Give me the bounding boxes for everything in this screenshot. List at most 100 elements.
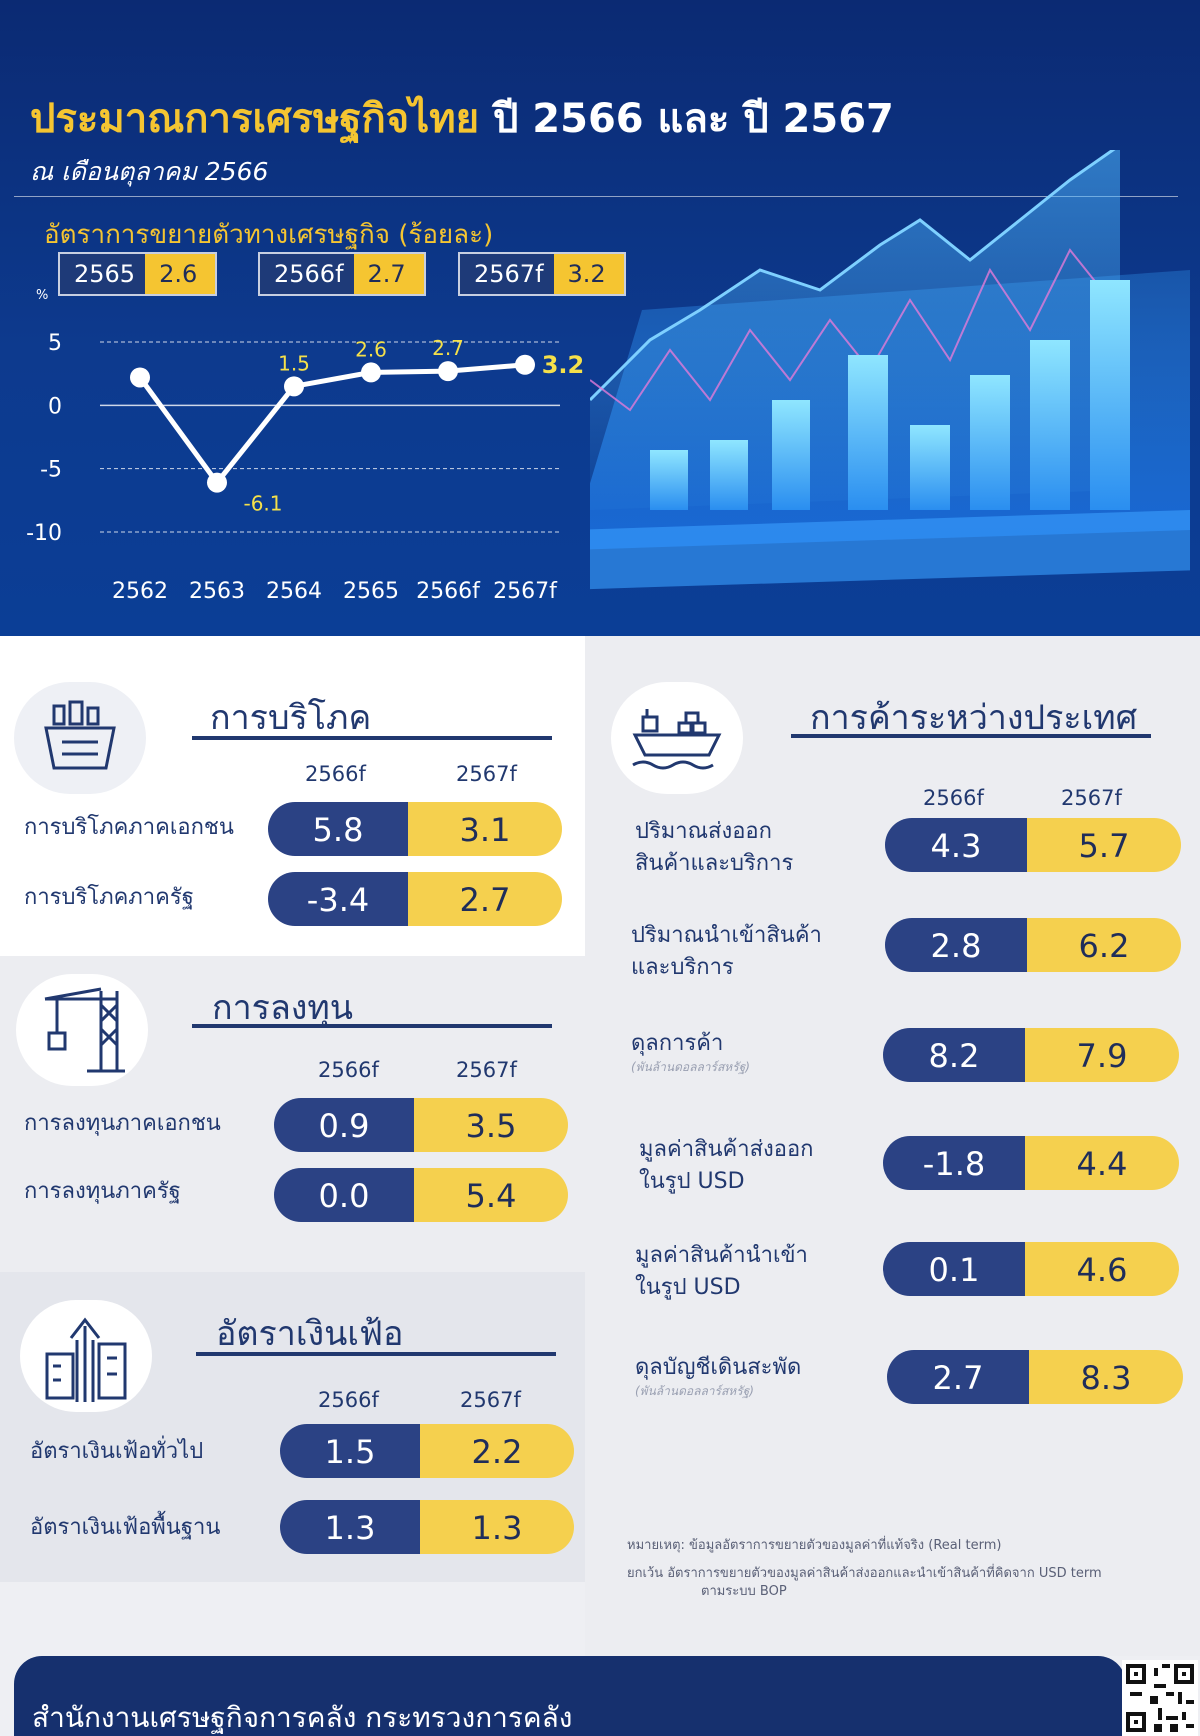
footnote-line2: ยกเว้น อัตราการขยายตัวของมูลค่าสินค้าส่ง… xyxy=(627,1566,1102,1581)
data-label: 3.2 xyxy=(542,351,585,379)
data-label: -6.1 xyxy=(243,492,282,516)
y-tick-label: -10 xyxy=(26,521,62,546)
data-point xyxy=(207,472,227,493)
x-tick-label: 2565 xyxy=(343,579,399,604)
illustration-bar xyxy=(650,450,688,510)
row-note: (พันล้านดอลลาร์สหรัฐ) xyxy=(631,1060,750,1074)
title-years: ปี 2566 และ ปี 2567 xyxy=(492,96,894,142)
illustration-bar xyxy=(772,400,810,510)
value-2566f: 0.9 xyxy=(274,1098,414,1152)
value-pill: 8.2 7.9 xyxy=(883,1028,1179,1082)
value-2567f: 2.2 xyxy=(420,1424,574,1478)
row-label-line2: ในรูป USD xyxy=(635,1275,741,1300)
row-label: ดุลบัญชีเดินสะพัด (พันล้านดอลลาร์สหรัฐ) xyxy=(635,1352,801,1398)
value-2567f: 7.9 xyxy=(1025,1028,1179,1082)
x-tick-label: 2562 xyxy=(112,579,168,604)
row-label: การลงทุนภาคเอกชน xyxy=(24,1111,221,1136)
value-pill: -1.8 4.4 xyxy=(883,1136,1179,1190)
footnote-line1: หมายเหตุ: ข้อมูลอัตราการขยายตัวของมูลค่า… xyxy=(627,1538,1002,1553)
growth-illustration xyxy=(590,150,1190,590)
qr-code-icon[interactable] xyxy=(1122,1660,1198,1736)
value-2567f: 4.6 xyxy=(1025,1242,1179,1296)
inflation-rule xyxy=(196,1352,556,1356)
data-label: 2.6 xyxy=(355,337,387,361)
buildings-arrow-icon xyxy=(20,1300,152,1412)
row-label-line2: ในรูป USD xyxy=(639,1169,745,1194)
value-2567f: 1.3 xyxy=(420,1500,574,1554)
chart-unit: % xyxy=(36,288,49,303)
value-2567f: 5.7 xyxy=(1027,818,1181,872)
value-pill: 1.3 1.3 xyxy=(280,1500,574,1554)
value-pill: 2.7 8.3 xyxy=(887,1350,1183,1404)
crane-icon xyxy=(16,974,148,1086)
value-2566f: 8.2 xyxy=(883,1028,1025,1082)
illustration-bar xyxy=(1090,280,1130,510)
trade-panel: การค้าระหว่างประเทศ 2566f 2567f ปริมาณส่… xyxy=(585,636,1200,1656)
data-point xyxy=(515,354,535,375)
value-2566f: -1.8 xyxy=(883,1136,1025,1190)
col-head-2566f: 2566f xyxy=(305,762,366,786)
growth-box-2565: 2565 2.6 xyxy=(58,252,218,296)
ship-icon xyxy=(611,682,743,794)
illustration-bar xyxy=(910,425,950,510)
inflation-title: อัตราเงินเฟ้อ xyxy=(216,1314,404,1354)
value-2567f: 6.2 xyxy=(1027,918,1181,972)
consumption-rule xyxy=(192,736,552,740)
left-bottom-filler xyxy=(0,1582,585,1656)
value-2566f: 2.8 xyxy=(885,918,1027,972)
illustration-bar xyxy=(1030,340,1070,510)
value-2566f: 5.8 xyxy=(268,802,408,856)
growth-box-2566f: 2566f 2.7 xyxy=(258,252,426,296)
row-label: การบริโภคภาคเอกชน xyxy=(24,815,234,840)
header-banner: ประมาณการเศรษฐกิจไทย ปี 2566 และ ปี 2567… xyxy=(0,0,1200,636)
data-point xyxy=(130,367,150,388)
page-subtitle: ณ เดือนตุลาคม 2566 xyxy=(30,157,269,186)
header-divider xyxy=(14,196,1178,197)
row-label-line1: ดุลการค้า xyxy=(631,1031,724,1056)
value-2567f: 5.4 xyxy=(414,1168,568,1222)
growth-box-year: 2567f xyxy=(460,254,554,294)
x-tick-label: 2564 xyxy=(266,579,322,604)
y-tick-label: -5 xyxy=(40,458,62,483)
value-pill: 0.1 4.6 xyxy=(883,1242,1179,1296)
row-label: ปริมาณนำเข้าสินค้า และบริการ xyxy=(631,920,822,984)
value-2566f: 0.1 xyxy=(883,1242,1025,1296)
col-head-2567f: 2567f xyxy=(1061,786,1122,810)
growth-box-2567f: 2567f 3.2 xyxy=(458,252,626,296)
value-2566f: 4.3 xyxy=(885,818,1027,872)
investment-panel: การลงทุน 2566f 2567f การลงทุนภาคเอกชน 0.… xyxy=(0,956,585,1272)
growth-box-value: 2.6 xyxy=(145,254,216,294)
value-pill: 5.8 3.1 xyxy=(268,802,562,856)
row-label-line1: มูลค่าสินค้าส่งออก xyxy=(639,1137,814,1162)
title-main: ประมาณการเศรษฐกิจไทย xyxy=(30,96,480,142)
value-2566f: 1.3 xyxy=(280,1500,420,1554)
trade-title: การค้าระหว่างประเทศ xyxy=(810,698,1138,738)
value-2566f: 1.5 xyxy=(280,1424,420,1478)
growth-box-value: 2.7 xyxy=(353,254,424,294)
x-tick-label: 2563 xyxy=(189,579,245,604)
consumption-title: การบริโภค xyxy=(210,698,372,738)
col-head-2567f: 2567f xyxy=(456,1058,517,1082)
row-label-line1: มูลค่าสินค้านำเข้า xyxy=(635,1243,808,1268)
x-tick-label: 2567f xyxy=(493,579,558,604)
value-2566f: 2.7 xyxy=(887,1350,1029,1404)
row-note: (พันล้านดอลลาร์สหรัฐ) xyxy=(635,1384,754,1398)
row-label: มูลค่าสินค้าส่งออก ในรูป USD xyxy=(639,1134,814,1198)
row-label-line1: ปริมาณส่งออก xyxy=(635,819,772,844)
row-label: ปริมาณส่งออก สินค้าและบริการ xyxy=(635,816,793,880)
growth-box-year: 2566f xyxy=(260,254,354,294)
data-label: 1.5 xyxy=(278,351,310,375)
row-label-line1: ปริมาณนำเข้าสินค้า xyxy=(631,923,822,948)
value-2567f: 3.1 xyxy=(408,802,562,856)
investment-title: การลงทุน xyxy=(212,988,354,1028)
trade-rule xyxy=(791,734,1151,738)
growth-box-year: 2565 xyxy=(60,254,146,294)
row-label: อัตราเงินเฟ้อพื้นฐาน xyxy=(30,1515,221,1540)
value-2567f: 2.7 xyxy=(408,872,562,926)
value-2567f: 3.5 xyxy=(414,1098,568,1152)
value-2567f: 4.4 xyxy=(1025,1136,1179,1190)
row-label: อัตราเงินเฟ้อทั่วไป xyxy=(30,1439,204,1464)
col-head-2566f: 2566f xyxy=(318,1058,379,1082)
x-tick-label: 2566f xyxy=(416,579,481,604)
value-pill: 0.0 5.4 xyxy=(274,1168,568,1222)
